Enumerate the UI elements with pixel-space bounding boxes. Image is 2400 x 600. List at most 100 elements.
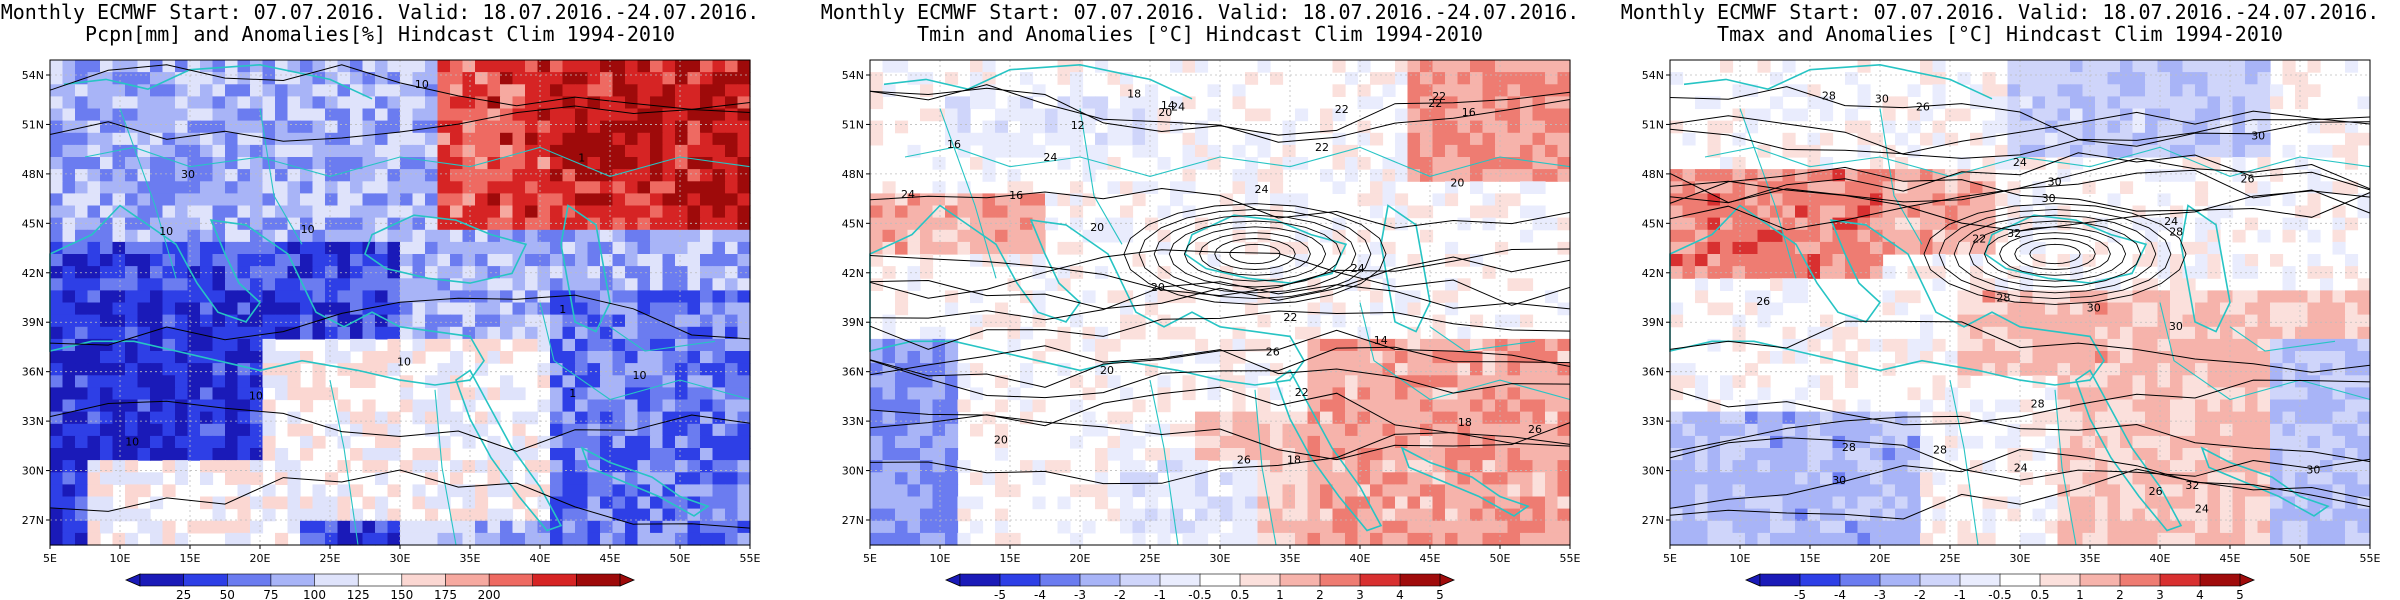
colorbar-label: 2	[2116, 588, 2124, 600]
lat-label: 48N	[22, 168, 44, 181]
colorbar-label: -1	[1954, 588, 1966, 600]
lon-label: 10E	[1730, 552, 1751, 565]
contour-label: 30	[181, 168, 195, 181]
isoline	[49, 400, 751, 452]
colorbar-label: 0.5	[2030, 588, 2049, 600]
contour-label: 30	[1875, 92, 1889, 105]
colorbar-swatch	[401, 573, 446, 587]
contour-label: 20	[1158, 106, 1172, 119]
axes: 54N 51N 48N 45N 42N 39N 36N 33N 30N 27N 5E 10E 15E 20…	[842, 59, 1580, 565]
coastline	[1380, 204, 1431, 333]
lon-label: 30E	[1210, 552, 1231, 565]
colorbar-label: -5	[994, 588, 1006, 600]
coastline	[1984, 214, 2148, 284]
lat-label: 54N	[1642, 69, 1664, 82]
lat-label: 48N	[842, 168, 864, 181]
contour-lines: 2224242826283024283026303228302428303026…	[1669, 86, 2371, 520]
lon-label: 25E	[320, 552, 341, 565]
contour-label: 10	[301, 223, 315, 236]
colorbar-swatch	[1159, 573, 1201, 587]
contour-label: 26	[1266, 345, 1280, 358]
contour-label: 28	[1996, 291, 2010, 304]
lat-label: 30N	[22, 465, 44, 478]
lat-label: 51N	[1642, 118, 1664, 131]
colorbar-label: -3	[1874, 588, 1886, 600]
tmax-colorbar: -5 -4 -3 -2 -1 -0.5 0.5 1 2 3 4 5	[1744, 573, 2256, 600]
contour-label: 10	[415, 78, 429, 91]
border-line	[1704, 146, 2371, 177]
colorbar-label: 50	[220, 588, 235, 600]
lon-label: 20E	[250, 552, 271, 565]
isoline	[869, 248, 1571, 297]
coastline	[560, 204, 611, 333]
lat-label: 42N	[842, 267, 864, 280]
lat-label: 27N	[22, 514, 44, 527]
contour-label: 28	[1822, 90, 1836, 103]
border-line	[1149, 379, 1179, 546]
graticule	[50, 60, 750, 545]
contour-label: 16	[1009, 189, 1023, 202]
colorbar-swatch	[532, 573, 577, 587]
isoline	[1669, 320, 2371, 373]
tmin-colorbar: -5 -4 -3 -2 -1 -0.5 0.5 1 2 3 4 5	[944, 573, 1456, 600]
colorbar-label: 4	[2196, 588, 2204, 600]
colorbar-swatch	[183, 573, 228, 587]
lon-label: 55E	[740, 552, 760, 565]
colorbar-label: -1	[1154, 588, 1166, 600]
colorbar-swatch	[1359, 573, 1401, 587]
lat-label: 27N	[842, 514, 864, 527]
isoline	[869, 187, 1571, 229]
contour-label: 20	[1450, 177, 1464, 190]
lon-label: 10E	[930, 552, 951, 565]
colorbar-swatch	[1799, 573, 1841, 587]
border-line	[434, 389, 457, 546]
colorbar-label: 4	[1396, 588, 1404, 600]
isoline	[49, 294, 751, 346]
precipitation-colorbar: 25 50 75 100 125 150 175 200	[124, 573, 636, 600]
contour-label: 22	[1432, 90, 1446, 103]
colorbar-swatch	[139, 573, 185, 587]
colorbar-min-arrow	[1744, 573, 1761, 587]
lon-label: 35E	[460, 552, 481, 565]
anomaly-field	[1670, 60, 2371, 546]
contour-label: 26	[2241, 173, 2255, 186]
colorbar-swatch	[576, 573, 621, 587]
isoline	[1183, 226, 1327, 282]
lon-label: 45E	[2220, 552, 2241, 565]
isoline	[2014, 238, 2096, 270]
isoline	[1669, 166, 2371, 218]
colorbar-swatch	[1039, 573, 1081, 587]
lat-label: 33N	[1642, 415, 1664, 428]
isoline	[49, 105, 751, 142]
contour-label: 20	[1090, 221, 1104, 234]
lat-label: 54N	[842, 69, 864, 82]
isoline	[1953, 214, 2157, 294]
panel-title-line1: Monthly ECMWF Start: 07.07.2016. Valid: …	[1620, 0, 2380, 24]
contour-label: 30	[2042, 192, 2056, 205]
isoline	[869, 249, 1571, 306]
coastline	[2180, 204, 2231, 333]
contour-label: 1	[559, 303, 566, 316]
colorbar-swatch	[1919, 573, 1961, 587]
contour-label: 10	[397, 356, 411, 369]
contour-label: 26	[1237, 453, 1251, 466]
coastline	[1669, 204, 2105, 386]
isoline	[1669, 115, 2371, 159]
coastlines-and-borders	[1669, 63, 2371, 546]
coastline	[580, 446, 710, 517]
contour-label: 18	[1458, 416, 1472, 429]
isoline	[869, 281, 1571, 321]
colorbar-swatch	[2079, 573, 2121, 587]
colorbar-label: 0.5	[1230, 588, 1249, 600]
coastline	[455, 369, 563, 532]
contour-label: 32	[2185, 479, 2199, 492]
contour-label: 28	[1933, 443, 1947, 456]
isoline	[1669, 415, 2371, 463]
isoline	[1669, 437, 2371, 481]
coastline	[1184, 214, 1348, 284]
border-line	[329, 379, 359, 546]
precipitation-map: 10 10 30 10 10 10 1 1 1 10 10 54N 51N 48N 45N 42N 39N 36N…	[22, 59, 760, 565]
contour-label: 24	[2195, 503, 2209, 516]
isoline	[869, 346, 1571, 399]
lon-label: 15E	[180, 552, 201, 565]
